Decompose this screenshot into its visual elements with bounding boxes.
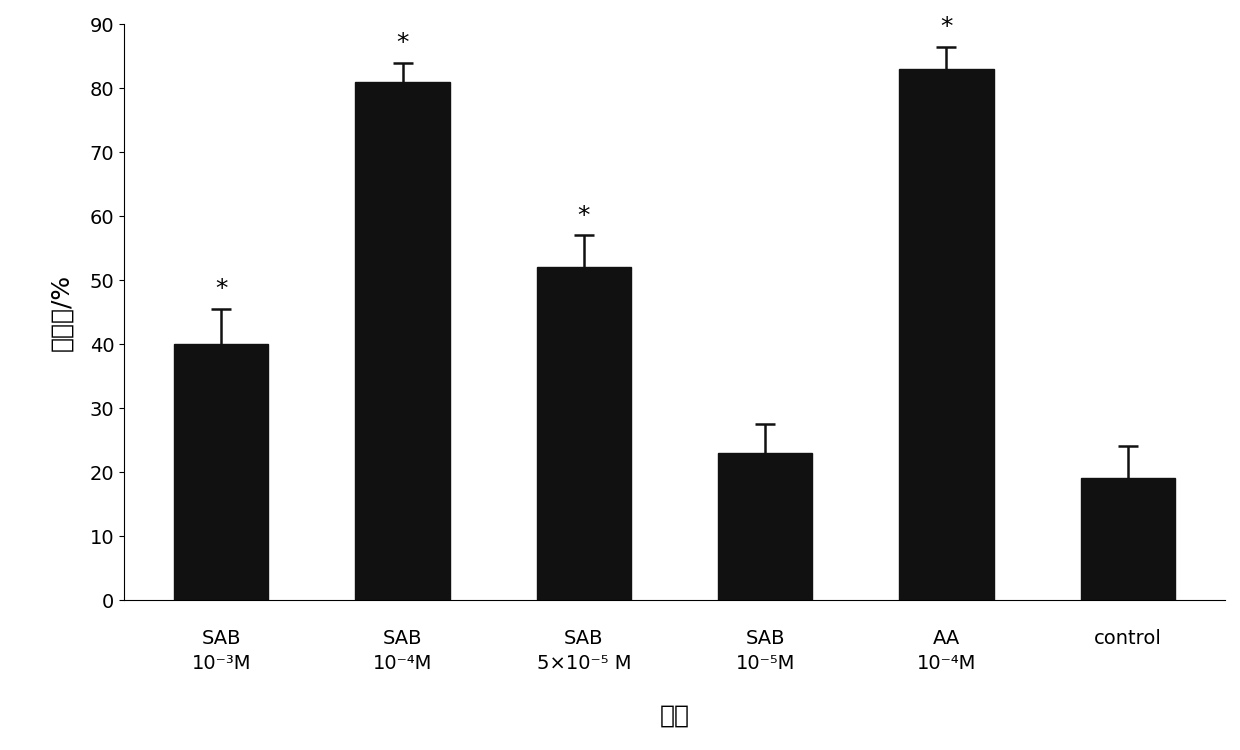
Text: *: * <box>215 278 227 302</box>
Text: *: * <box>397 31 409 55</box>
Y-axis label: 分化率/%: 分化率/% <box>48 274 73 351</box>
Text: SAB: SAB <box>745 628 785 648</box>
Text: SAB: SAB <box>383 628 423 648</box>
Text: *: * <box>578 204 590 228</box>
Bar <box>356 82 450 600</box>
Text: 5×10⁻⁵ M: 5×10⁻⁵ M <box>537 655 631 674</box>
Bar <box>899 69 993 600</box>
Text: 10⁻⁴M: 10⁻⁴M <box>916 655 976 674</box>
Text: control: control <box>1094 628 1162 648</box>
Bar <box>537 267 631 600</box>
Text: 10⁻⁴M: 10⁻⁴M <box>373 655 433 674</box>
Text: 分组: 分组 <box>660 704 689 728</box>
Text: SAB: SAB <box>201 628 241 648</box>
Text: SAB: SAB <box>564 628 604 648</box>
Text: 10⁻⁵M: 10⁻⁵M <box>735 655 795 674</box>
Bar <box>1081 478 1176 600</box>
Text: *: * <box>940 15 952 39</box>
Text: AA: AA <box>932 628 960 648</box>
Bar <box>718 453 812 600</box>
Bar <box>174 344 268 600</box>
Text: 10⁻³M: 10⁻³M <box>191 655 250 674</box>
